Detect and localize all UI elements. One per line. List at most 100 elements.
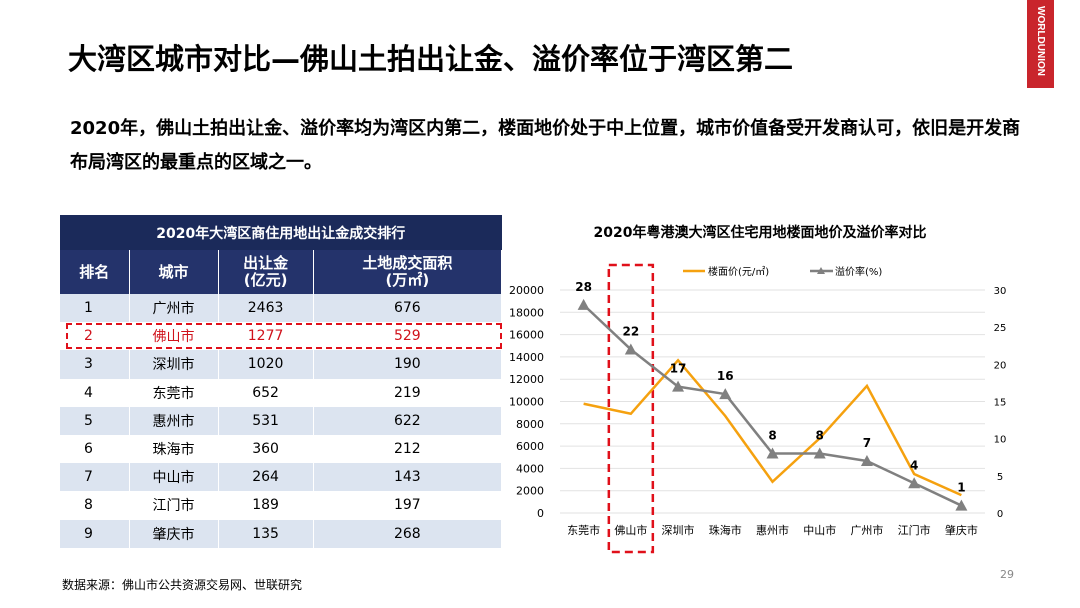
table-row: 5 惠州市 531 622 [60,406,503,435]
table-cell: 2463 [218,294,314,323]
table-cell: 江门市 [129,491,219,520]
chart: 2020年粤港澳大湾区住宅用地楼面地价及溢价率对比 0 2000 4000 6000 8… [500,215,1020,555]
data-point [860,454,873,466]
table-cell: 219 [313,378,503,407]
data-point [672,380,685,392]
table-cell: 212 [313,434,503,464]
x-tick: 肇庆市 [945,523,978,537]
y-left-tick: 16000 [509,329,544,342]
data-point [624,343,637,355]
table-cell: 5 [60,406,130,435]
table-cell: 360 [218,434,314,464]
data-point [908,477,921,489]
table-cell: 东莞市 [129,378,219,407]
table-row: 4 东莞市 652 219 [60,378,503,407]
table-cell: 529 [313,322,503,351]
y-right-tick: 5 [997,472,1003,483]
x-tick: 佛山市 [614,523,647,537]
x-tick: 广州市 [850,523,883,537]
table-row: 7 中山市 264 143 [60,463,503,492]
y-left-tick: 0 [537,507,544,520]
table-cell: 4 [60,378,130,407]
data-point [719,388,732,400]
column-header: 土地成交面积 (万㎡) [313,250,503,294]
table-cell: 1020 [218,350,314,379]
table-caption: 2020年大湾区商住用地出让金成交排行 [60,215,502,250]
table-cell: 深圳市 [129,350,219,379]
table-cell: 广州市 [129,294,219,323]
data-label: 4 [910,458,918,472]
data-label: 28 [575,280,592,294]
table-cell: 135 [218,519,314,548]
legend-label: 楼面价(元/㎡) [708,265,769,278]
table-cell: 622 [313,406,503,435]
table-cell: 肇庆市 [129,519,219,548]
table-row: 9 肇庆市 135 268 [60,519,503,548]
y-right-tick: 30 [994,286,1007,297]
table-cell: 197 [313,491,503,520]
x-tick: 深圳市 [662,523,695,537]
table-cell: 8 [60,491,130,520]
ranking-table: 2020年大湾区商住用地出让金成交排行 排名 城市 出让金 (亿元) 土地成交面积 (… [60,215,503,548]
table-cell: 7 [60,463,130,492]
table-cell: 珠海市 [129,434,219,464]
y-right-tick: 15 [994,398,1007,409]
table-cell: 3 [60,350,130,379]
table-cell: 143 [313,463,503,492]
table-cell: 惠州市 [129,406,219,435]
y-left-tick: 8000 [516,418,544,431]
table-cell: 190 [313,350,503,379]
summary-text: 2020年，佛山土拍出让金、溢价率均为湾区内第二，楼面地价处于中上位置，城市价值… [70,118,1021,173]
table-row: 6 珠海市 360 212 [60,434,503,464]
table-cell: 268 [313,519,503,548]
data-point [577,298,590,310]
highlight-box [66,323,502,349]
data-label: 7 [863,436,871,450]
legend-marker [817,267,825,274]
table-cell: 1277 [218,322,314,351]
y-left-tick: 20000 [509,284,544,297]
highlight-box [607,263,655,554]
y-left-tick: 2000 [516,485,544,498]
y-left-tick: 18000 [509,306,544,319]
x-tick: 珠海市 [709,523,742,537]
table-row: 3 深圳市 1020 190 [60,350,503,379]
chart-title: 2020年粤港澳大湾区住宅用地楼面地价及溢价率对比 [593,225,927,241]
table-cell: 531 [218,406,314,435]
y-left-tick: 10000 [509,396,544,409]
data-label: 8 [768,429,776,443]
table-row: 1 广州市 2463 676 [60,294,503,323]
y-left-tick: 6000 [516,440,544,453]
data-label: 16 [717,369,734,383]
data-point [813,447,826,459]
column-header: 城市 [129,250,219,294]
y-left-tick: 4000 [516,462,544,475]
chart-svg: 0200040006000800010000120001400016000180… [509,263,1007,554]
y-right-tick: 20 [994,360,1007,371]
x-tick: 东莞市 [567,523,600,537]
y-right-tick: 25 [994,323,1007,334]
table-cell: 264 [218,463,314,492]
table-cell: 189 [218,491,314,520]
y-left-tick: 14000 [509,351,544,364]
page-title: 大湾区城市对比—佛山土拍出让金、溢价率位于湾区第二 [68,42,794,76]
y-right-tick: 0 [997,509,1003,520]
x-tick: 中山市 [803,523,836,537]
data-label: 8 [816,429,824,443]
series-line-floor-price [583,358,962,497]
table-row: 8 江门市 189 197 [60,491,503,520]
data-label: 17 [670,362,687,376]
y-left-tick: 12000 [509,373,544,386]
legend-label: 溢价率(%) [835,265,882,278]
data-point [955,499,968,511]
column-header: 出让金 (亿元) [218,250,314,294]
data-label: 1 [957,481,965,495]
table-cell: 中山市 [129,463,219,492]
table-cell: 佛山市 [129,322,219,351]
data-source: 数据来源：佛山市公共资源交易网、世联研究 [62,578,303,592]
table-cell: 9 [60,519,130,548]
table-cell: 2 [60,322,130,351]
data-label: 22 [622,324,639,338]
table-cell: 1 [60,294,130,323]
table-cell: 652 [218,378,314,407]
